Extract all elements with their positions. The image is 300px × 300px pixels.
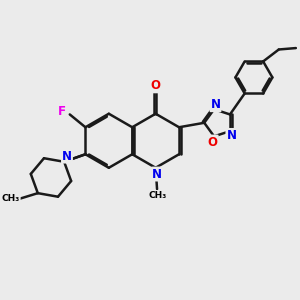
Text: N: N bbox=[62, 150, 72, 163]
Text: F: F bbox=[58, 104, 66, 118]
Text: CH₃: CH₃ bbox=[2, 194, 20, 203]
Text: O: O bbox=[151, 80, 160, 92]
Text: CH₃: CH₃ bbox=[148, 191, 167, 200]
Text: N: N bbox=[211, 98, 220, 111]
Text: N: N bbox=[226, 129, 236, 142]
Text: O: O bbox=[208, 136, 218, 148]
Text: N: N bbox=[152, 167, 162, 181]
